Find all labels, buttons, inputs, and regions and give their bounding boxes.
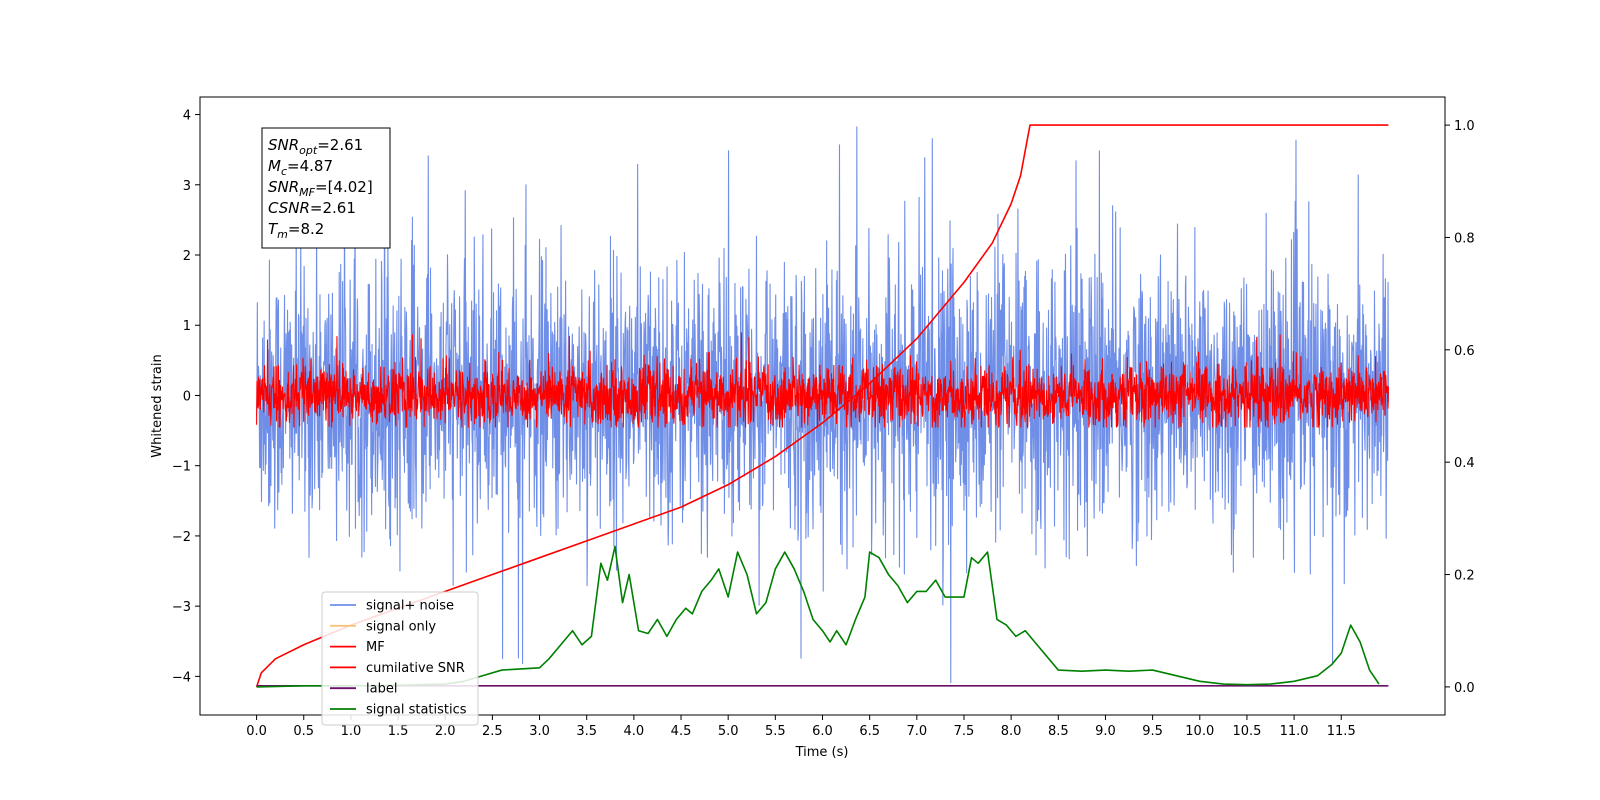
y-axis-left: −4 −3 −2 −1 0 1 2 3 4	[172, 109, 200, 685]
y-right-tick-label: 0.0	[1454, 681, 1475, 696]
y-left-tick-label: 1	[183, 319, 191, 334]
y-left-tick-label: −4	[172, 670, 191, 685]
y-left-tick-label: 2	[183, 249, 191, 264]
x-tick-label: 7.0	[906, 724, 927, 739]
legend-label: label	[366, 682, 397, 697]
y-right-tick-label: 1.0	[1454, 119, 1475, 134]
x-tick-label: 5.5	[765, 724, 786, 739]
x-tick-label: 5.0	[718, 724, 739, 739]
x-tick-label: 3.0	[529, 724, 550, 739]
legend-label: MF	[366, 640, 385, 655]
info-line: SNRMF=[4.02]	[268, 178, 373, 199]
x-tick-label: 11.5	[1327, 724, 1356, 739]
x-tick-label: 4.0	[624, 724, 645, 739]
y-right-tick-label: 0.8	[1454, 231, 1475, 246]
x-tick-label: 1.5	[388, 724, 409, 739]
legend-label: signal+ noise	[366, 599, 454, 614]
legend-label: signal only	[366, 619, 436, 634]
y-axis-right: 0.0 0.2 0.4 0.6 0.8 1.0	[1445, 119, 1475, 696]
x-tick-label: 6.5	[859, 724, 880, 739]
y-right-tick-label: 0.2	[1454, 569, 1475, 584]
x-tick-label: 7.5	[954, 724, 975, 739]
info-line: Mc=4.87	[268, 157, 333, 178]
y-right-tick-label: 0.4	[1454, 456, 1475, 471]
x-tick-label: 6.0	[812, 724, 833, 739]
y-left-tick-label: −2	[172, 530, 191, 545]
info-line: CSNR=2.61	[268, 199, 356, 217]
x-tick-label: 3.5	[576, 724, 597, 739]
x-axis-title: Time (s)	[795, 745, 849, 760]
y-axis-title: Whitened strain	[150, 354, 165, 457]
x-tick-label: 10.0	[1185, 724, 1214, 739]
y-left-tick-label: 3	[183, 179, 191, 194]
series-line-mf	[256, 332, 1389, 428]
series-line-signal-statistics	[256, 545, 1380, 688]
x-tick-label: 0.0	[246, 724, 267, 739]
legend-label: cumilative SNR	[366, 661, 465, 676]
x-tick-label: 1.0	[341, 724, 362, 739]
y-left-tick-label: 4	[183, 109, 191, 124]
info-line: Tm=8.2	[268, 220, 324, 241]
x-tick-label: 4.5	[671, 724, 692, 739]
legend-label: signal statistics	[366, 703, 467, 718]
y-left-tick-label: −1	[172, 460, 191, 475]
x-tick-label: 9.5	[1142, 724, 1163, 739]
x-tick-label: 11.0	[1280, 724, 1309, 739]
x-tick-label: 2.5	[482, 724, 503, 739]
y-left-tick-label: 0	[183, 389, 191, 404]
x-tick-label: 2.0	[435, 724, 456, 739]
x-tick-label: 8.0	[1001, 724, 1022, 739]
x-tick-label: 10.5	[1232, 724, 1261, 739]
legend: signal+ noise signal only MF cumilative SNR…	[321, 591, 479, 726]
info-line: SNRopt=2.61	[268, 136, 363, 157]
x-tick-label: 9.0	[1095, 724, 1116, 739]
y-right-tick-label: 0.6	[1454, 344, 1475, 359]
x-tick-label: 0.5	[293, 724, 314, 739]
x-axis: 0.0 0.5 1.0 1.5 2.0 2.5 3.0 3.5 4.0 4.5 5.0 5.5 6.0 6…	[246, 715, 1356, 739]
y-left-tick-label: −3	[172, 600, 191, 615]
x-tick-label: 8.5	[1048, 724, 1069, 739]
